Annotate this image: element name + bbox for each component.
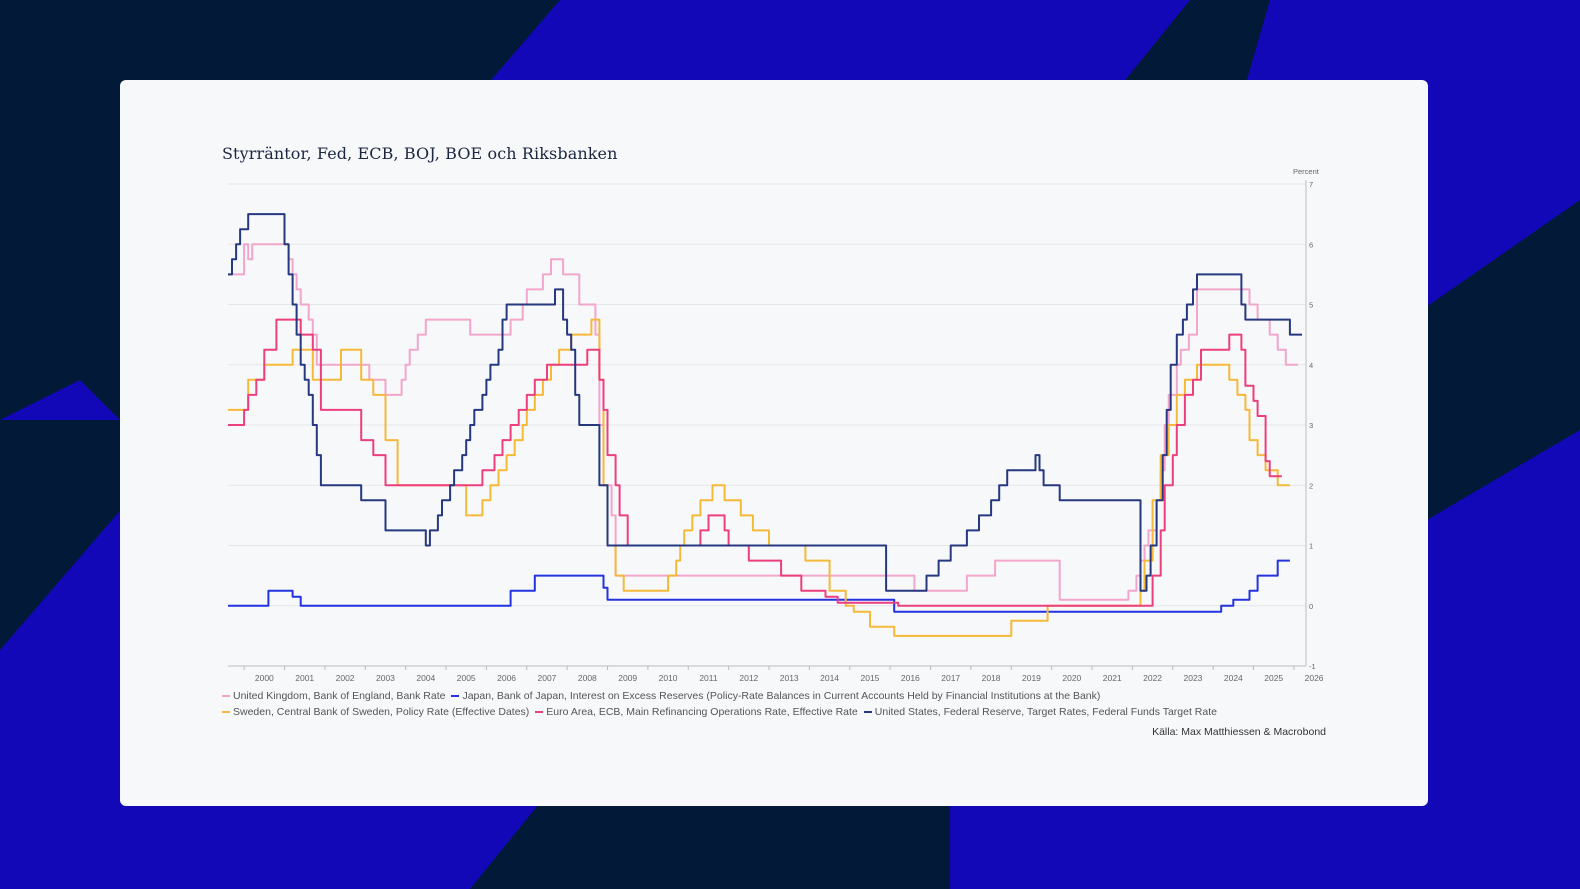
chart-legend: United Kingdom, Bank of England, Bank Ra…	[222, 690, 1322, 718]
y-tick-label: 4	[1309, 361, 1313, 370]
legend-item: United Kingdom, Bank of England, Bank Ra…	[222, 690, 445, 702]
legend-item: United States, Federal Reserve, Target R…	[863, 706, 1217, 718]
x-tick-label: 2016	[901, 673, 920, 683]
y-tick-label: 0	[1309, 602, 1313, 611]
x-tick-label: 2001	[295, 673, 314, 683]
source-note: Källa: Max Matthiessen & Macrobond	[1152, 726, 1326, 738]
x-tick-label: 2022	[1143, 673, 1162, 683]
legend-swatch	[451, 695, 460, 697]
x-tick-label: 2009	[618, 673, 637, 683]
x-tick-label: 2018	[982, 673, 1001, 683]
line-chart: -1 0 1 2 3 4 5 6 7 Percent 2000 2001 2002 2003 2004 200…	[228, 167, 1324, 683]
legend-item: Sweden, Central Bank of Sweden, Policy R…	[222, 706, 529, 718]
x-tick-label: 2011	[699, 673, 718, 683]
y-tick-label: 1	[1309, 542, 1313, 551]
series-line	[228, 559, 1290, 613]
x-tick-label: 2024	[1224, 673, 1243, 683]
x-tick-label: 2014	[820, 673, 839, 683]
x-tick-label: 2012	[739, 673, 758, 683]
y-tick-label: 2	[1309, 481, 1313, 490]
legend-swatch	[222, 711, 230, 713]
y-tick-label: -1	[1309, 662, 1316, 671]
y-tick-label: 7	[1309, 180, 1313, 189]
x-tick-label: 2002	[336, 673, 355, 683]
legend-label: Japan, Bank of Japan, Interest on Excess…	[462, 690, 1101, 702]
x-tick-label: 2020	[1062, 673, 1081, 683]
chart-card: Styrräntor, Fed, ECB, BOJ, BOE och Riksb…	[120, 80, 1428, 806]
legend-label: United States, Federal Reserve, Target R…	[874, 706, 1217, 718]
y-tick-label: 3	[1309, 421, 1313, 430]
x-tick-label: 2021	[1103, 673, 1122, 683]
x-tick-label: 2013	[780, 673, 799, 683]
legend-item: Japan, Bank of Japan, Interest on Excess…	[451, 690, 1100, 702]
x-tick-label: 2025	[1264, 673, 1283, 683]
chart-title: Styrräntor, Fed, ECB, BOJ, BOE och Riksb…	[222, 144, 618, 163]
legend-label: United Kingdom, Bank of England, Bank Ra…	[233, 690, 446, 702]
legend-swatch	[863, 711, 872, 713]
legend-label: Euro Area, ECB, Main Refinancing Operati…	[546, 706, 858, 718]
series-line	[228, 318, 1282, 607]
x-tick-label: 2003	[376, 673, 395, 683]
legend-item: Euro Area, ECB, Main Refinancing Operati…	[535, 706, 858, 718]
legend-row: United Kingdom, Bank of England, Bank Ra…	[222, 690, 1322, 702]
x-tick-label: 2023	[1183, 673, 1202, 683]
x-tick-label: 2026	[1305, 673, 1324, 683]
x-tick-label: 2000	[255, 673, 274, 683]
y-axis-label: Percent	[1293, 167, 1320, 176]
legend-swatch	[535, 711, 544, 713]
legend-row: Sweden, Central Bank of Sweden, Policy R…	[222, 706, 1322, 718]
x-tick-label: 2019	[1022, 673, 1041, 683]
series-line	[228, 318, 1290, 637]
legend-label: Sweden, Central Bank of Sweden, Policy R…	[233, 706, 530, 718]
series-line	[228, 243, 1298, 601]
x-tick-label: 2005	[457, 673, 476, 683]
x-tick-label: 2008	[578, 673, 597, 683]
x-tick-label: 2015	[860, 673, 879, 683]
x-tick-label: 2007	[537, 673, 556, 683]
x-tick-label: 2006	[497, 673, 516, 683]
legend-swatch	[222, 695, 230, 697]
x-tick-label: 2010	[659, 673, 678, 683]
y-tick-label: 6	[1309, 240, 1313, 249]
x-tick-label: 2017	[941, 673, 960, 683]
series-line	[228, 213, 1302, 592]
y-tick-label: 5	[1309, 301, 1313, 310]
x-tick-label: 2004	[416, 673, 435, 683]
